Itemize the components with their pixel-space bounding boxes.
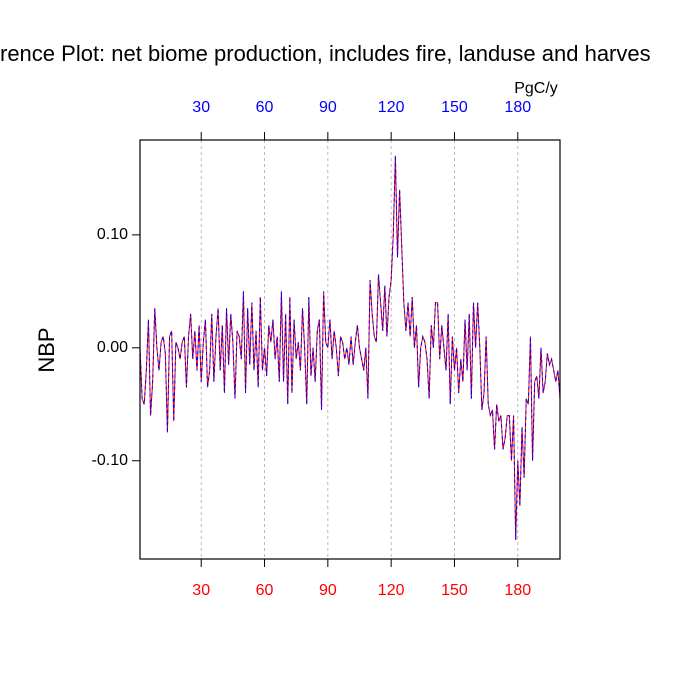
plot-frame <box>139 139 561 560</box>
x-tick-label: 150 <box>441 582 468 599</box>
x-tick-label: 90 <box>319 582 337 599</box>
y-tick-label: 0.10 <box>97 226 128 243</box>
units-label: PgC/y <box>514 80 558 97</box>
chart-title: rence Plot: net biome production, includ… <box>0 41 651 66</box>
x-top-tick-label: 180 <box>504 99 531 116</box>
x-top-tick-label: 120 <box>378 99 405 116</box>
y-tick-label: -0.10 <box>92 452 129 469</box>
series-line <box>139 155 561 540</box>
x-tick-label: 180 <box>504 582 531 599</box>
x-top-tick-label: 90 <box>319 99 337 116</box>
y-axis-label: NBP <box>34 327 59 372</box>
x-tick-label: 60 <box>256 582 274 599</box>
x-tick-label: 30 <box>192 582 210 599</box>
x-top-tick-label: 60 <box>256 99 274 116</box>
x-top-tick-label: 30 <box>192 99 210 116</box>
x-tick-label: 120 <box>378 582 405 599</box>
y-tick-label: 0.00 <box>97 339 128 356</box>
x-top-tick-label: 150 <box>441 99 468 116</box>
